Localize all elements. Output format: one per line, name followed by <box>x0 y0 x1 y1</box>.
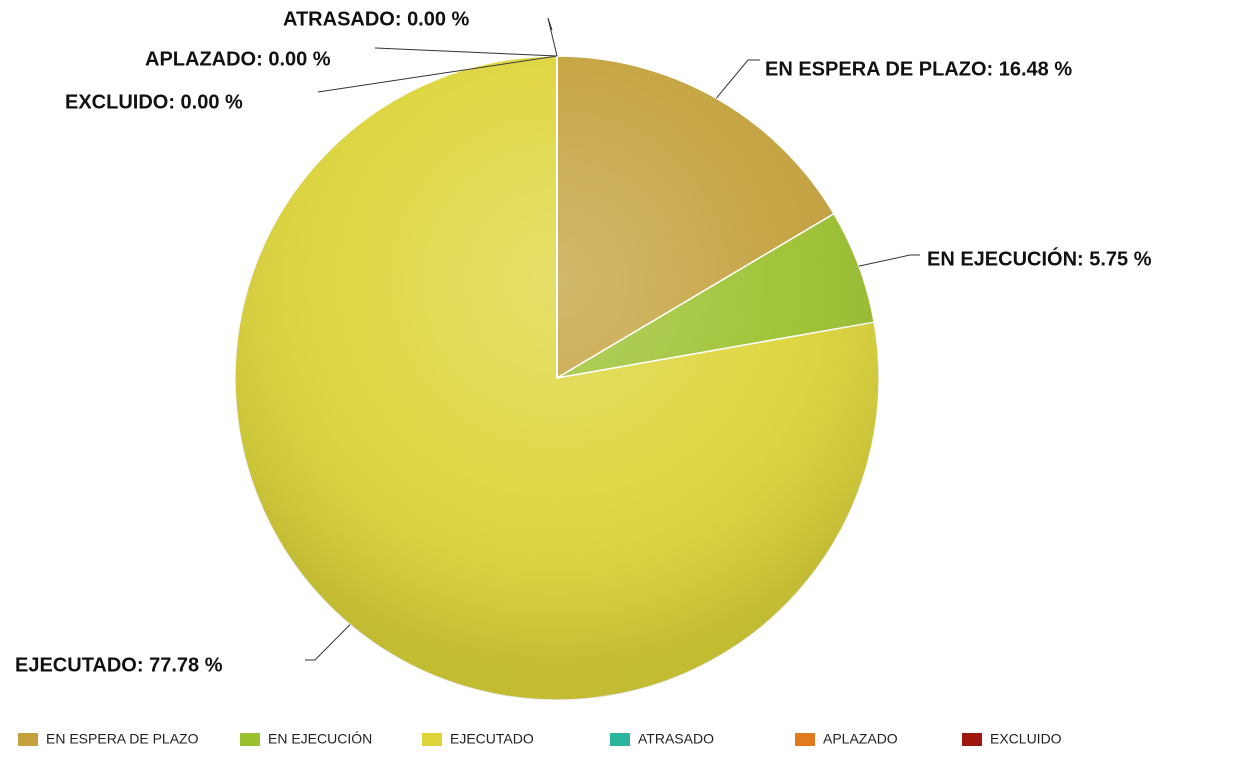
leader-line <box>374 47 558 57</box>
leader-line <box>858 254 920 267</box>
legend-swatch <box>610 733 630 746</box>
legend-label: EXCLUIDO <box>990 731 1062 747</box>
data-label: EN ESPERA DE PLAZO: 16.48 % <box>765 58 1072 80</box>
leader-line <box>547 17 558 57</box>
data-label: EXCLUIDO: 0.00 % <box>65 91 243 113</box>
data-label: APLAZADO: 0.00 % <box>145 48 331 70</box>
data-label: EN EJECUCIÓN: 5.75 % <box>927 246 1152 270</box>
legend-swatch <box>795 733 815 746</box>
legend-label: ATRASADO <box>638 731 714 747</box>
legend-label: EN ESPERA DE PLAZO <box>46 731 199 747</box>
legend-swatch <box>18 733 38 746</box>
leader-line <box>305 624 351 661</box>
legend-label: EJECUTADO <box>450 731 534 747</box>
legend-swatch <box>962 733 982 746</box>
data-label: EJECUTADO: 77.78 % <box>15 654 223 676</box>
legend-label: EN EJECUCIÓN <box>268 731 372 747</box>
legend-swatch <box>240 733 260 746</box>
data-label: ATRASADO: 0.00 % <box>283 8 470 30</box>
legend-swatch <box>422 733 442 746</box>
leader-line <box>715 59 760 99</box>
legend-label: APLAZADO <box>823 731 898 747</box>
